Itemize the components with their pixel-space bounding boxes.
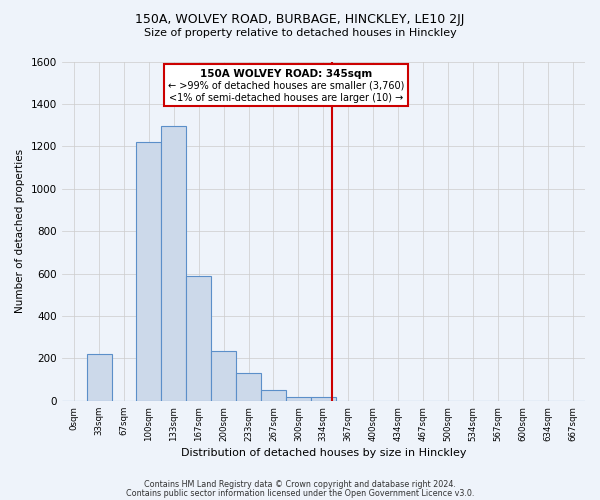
Bar	[261, 390, 286, 401]
Text: <1% of semi-detached houses are larger (10) →: <1% of semi-detached houses are larger (…	[169, 94, 403, 104]
X-axis label: Distribution of detached houses by size in Hinckley: Distribution of detached houses by size …	[181, 448, 466, 458]
Bar	[286, 396, 311, 401]
Text: 150A, WOLVEY ROAD, BURBAGE, HINCKLEY, LE10 2JJ: 150A, WOLVEY ROAD, BURBAGE, HINCKLEY, LE…	[136, 12, 464, 26]
Bar	[86, 354, 112, 401]
Bar	[161, 126, 186, 401]
Text: ← >99% of detached houses are smaller (3,760): ← >99% of detached houses are smaller (3…	[168, 80, 404, 90]
Text: 150A WOLVEY ROAD: 345sqm: 150A WOLVEY ROAD: 345sqm	[200, 69, 372, 79]
Text: Size of property relative to detached houses in Hinckley: Size of property relative to detached ho…	[143, 28, 457, 38]
Bar	[186, 276, 211, 401]
Text: Contains HM Land Registry data © Crown copyright and database right 2024.: Contains HM Land Registry data © Crown c…	[144, 480, 456, 489]
Bar	[236, 373, 261, 401]
Bar	[311, 396, 336, 401]
Bar	[136, 142, 161, 401]
Bar	[211, 351, 236, 401]
Text: Contains public sector information licensed under the Open Government Licence v3: Contains public sector information licen…	[126, 488, 474, 498]
FancyBboxPatch shape	[164, 64, 408, 106]
Y-axis label: Number of detached properties: Number of detached properties	[15, 149, 25, 313]
